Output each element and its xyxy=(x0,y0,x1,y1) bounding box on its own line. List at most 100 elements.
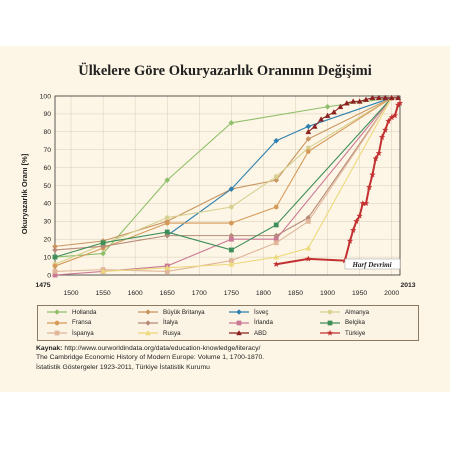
data-point-marker xyxy=(324,112,331,118)
legend-item: İspanya xyxy=(46,329,94,337)
legend-item: İsveç xyxy=(228,308,268,316)
legend-swatch xyxy=(47,320,67,325)
data-point-marker xyxy=(273,174,279,179)
chart-title: Ülkelere Göre Okuryazarlık Oranının Deği… xyxy=(78,63,372,79)
legend-swatch xyxy=(138,319,158,326)
data-point-marker xyxy=(305,218,311,224)
legend-swatch xyxy=(138,330,158,336)
data-point-marker xyxy=(396,99,404,106)
data-point-marker xyxy=(164,229,170,235)
series-7 xyxy=(52,95,395,260)
data-point-marker xyxy=(305,245,312,251)
data-point-marker xyxy=(228,236,234,242)
data-point-marker xyxy=(236,330,242,336)
data-point-marker xyxy=(305,149,311,154)
data-point-marker xyxy=(52,247,58,253)
series-0 xyxy=(52,94,395,260)
y-tick-label: 60 xyxy=(43,165,51,172)
data-point-marker xyxy=(52,263,58,269)
x-tick-label: 1600 xyxy=(128,290,143,297)
data-point-marker xyxy=(311,123,318,129)
data-point-marker xyxy=(305,136,312,142)
source-line-3: İstatistik Göstergeler 1923-2011, Türkiy… xyxy=(36,363,210,371)
legend-label: Rusya xyxy=(163,329,181,337)
data-point-marker xyxy=(164,177,171,184)
data-point-marker xyxy=(369,94,376,101)
x-edge-label: 1475 xyxy=(35,282,50,289)
y-tick-label: 90 xyxy=(43,111,51,118)
legend-swatch xyxy=(47,330,67,336)
data-point-marker xyxy=(228,220,234,226)
data-point-marker xyxy=(305,123,312,130)
data-point-marker xyxy=(54,320,60,325)
legend-item: ABD xyxy=(228,329,267,337)
y-tick-label: 0 xyxy=(47,272,51,279)
y-tick-label: 80 xyxy=(43,129,51,136)
x-tick-label: 1650 xyxy=(160,290,175,297)
legend-label: Belçika xyxy=(345,319,365,326)
x-edge-label: 2013 xyxy=(400,282,415,289)
data-point-marker xyxy=(331,109,337,115)
data-point-marker xyxy=(273,204,279,210)
data-point-marker xyxy=(350,98,357,104)
data-point-marker xyxy=(228,186,235,192)
data-point-marker xyxy=(327,320,333,325)
data-point-marker xyxy=(346,237,354,244)
series-1 xyxy=(52,94,395,250)
legend-swatch xyxy=(320,309,340,315)
data-point-marker xyxy=(228,261,235,267)
legend-item: Hollanda xyxy=(46,308,96,316)
data-point-marker xyxy=(236,320,242,325)
data-point-marker xyxy=(164,215,170,221)
x-tick-label: 1850 xyxy=(288,290,303,297)
data-point-marker xyxy=(52,269,58,274)
data-point-marker xyxy=(381,126,389,133)
x-tick-label: 1500 xyxy=(63,290,78,297)
data-point-marker xyxy=(324,103,331,110)
data-point-marker xyxy=(54,309,60,315)
legend-item: Rusya xyxy=(137,329,181,337)
data-point-marker xyxy=(100,240,106,246)
data-point-marker xyxy=(385,117,392,124)
legend-swatch xyxy=(229,309,249,315)
legend-swatch xyxy=(229,330,249,336)
x-tick-label: 1800 xyxy=(256,290,271,297)
x-tick-label: 2000 xyxy=(384,290,399,297)
y-axis-label: Okuryazarlık Oranı [%] xyxy=(20,153,29,234)
legend-item: İtalya xyxy=(137,319,178,327)
legend-label: İtalya xyxy=(163,319,178,326)
series-5 xyxy=(52,94,395,253)
data-point-marker xyxy=(382,94,389,101)
y-tick-label: 40 xyxy=(43,201,51,208)
legend-label: İrlanda xyxy=(254,319,273,326)
series-9 xyxy=(100,94,395,274)
series-line xyxy=(54,97,393,258)
data-point-marker xyxy=(145,309,151,315)
data-point-marker xyxy=(349,226,357,234)
legend-swatch xyxy=(320,320,340,325)
legend-item: Fransa xyxy=(46,319,91,327)
annotation-harf-devrimi: Harf Devrimi xyxy=(351,261,391,269)
data-point-marker xyxy=(236,309,242,315)
plot-frame xyxy=(54,95,401,276)
data-point-marker xyxy=(395,94,402,101)
legend-label: Türkiye xyxy=(345,329,366,337)
x-tick-label: 1900 xyxy=(320,290,335,297)
data-point-marker xyxy=(343,100,350,106)
legend-swatch xyxy=(138,309,158,315)
data-point-marker xyxy=(272,260,280,268)
data-point-marker xyxy=(54,330,60,336)
legend-label: Almanya xyxy=(345,308,370,316)
data-point-marker xyxy=(52,254,58,260)
series-line xyxy=(54,97,392,258)
legend-swatch xyxy=(47,309,67,315)
data-point-marker xyxy=(353,217,360,225)
data-point-marker xyxy=(100,268,107,274)
data-point-marker xyxy=(228,247,234,253)
data-point-marker xyxy=(363,96,369,102)
x-tick-label: 1700 xyxy=(192,290,207,297)
y-tick-label: 100 xyxy=(40,93,52,100)
legend-label: İsveç xyxy=(254,308,269,316)
data-point-marker xyxy=(164,220,170,226)
legend-label: Fransa xyxy=(72,319,92,326)
